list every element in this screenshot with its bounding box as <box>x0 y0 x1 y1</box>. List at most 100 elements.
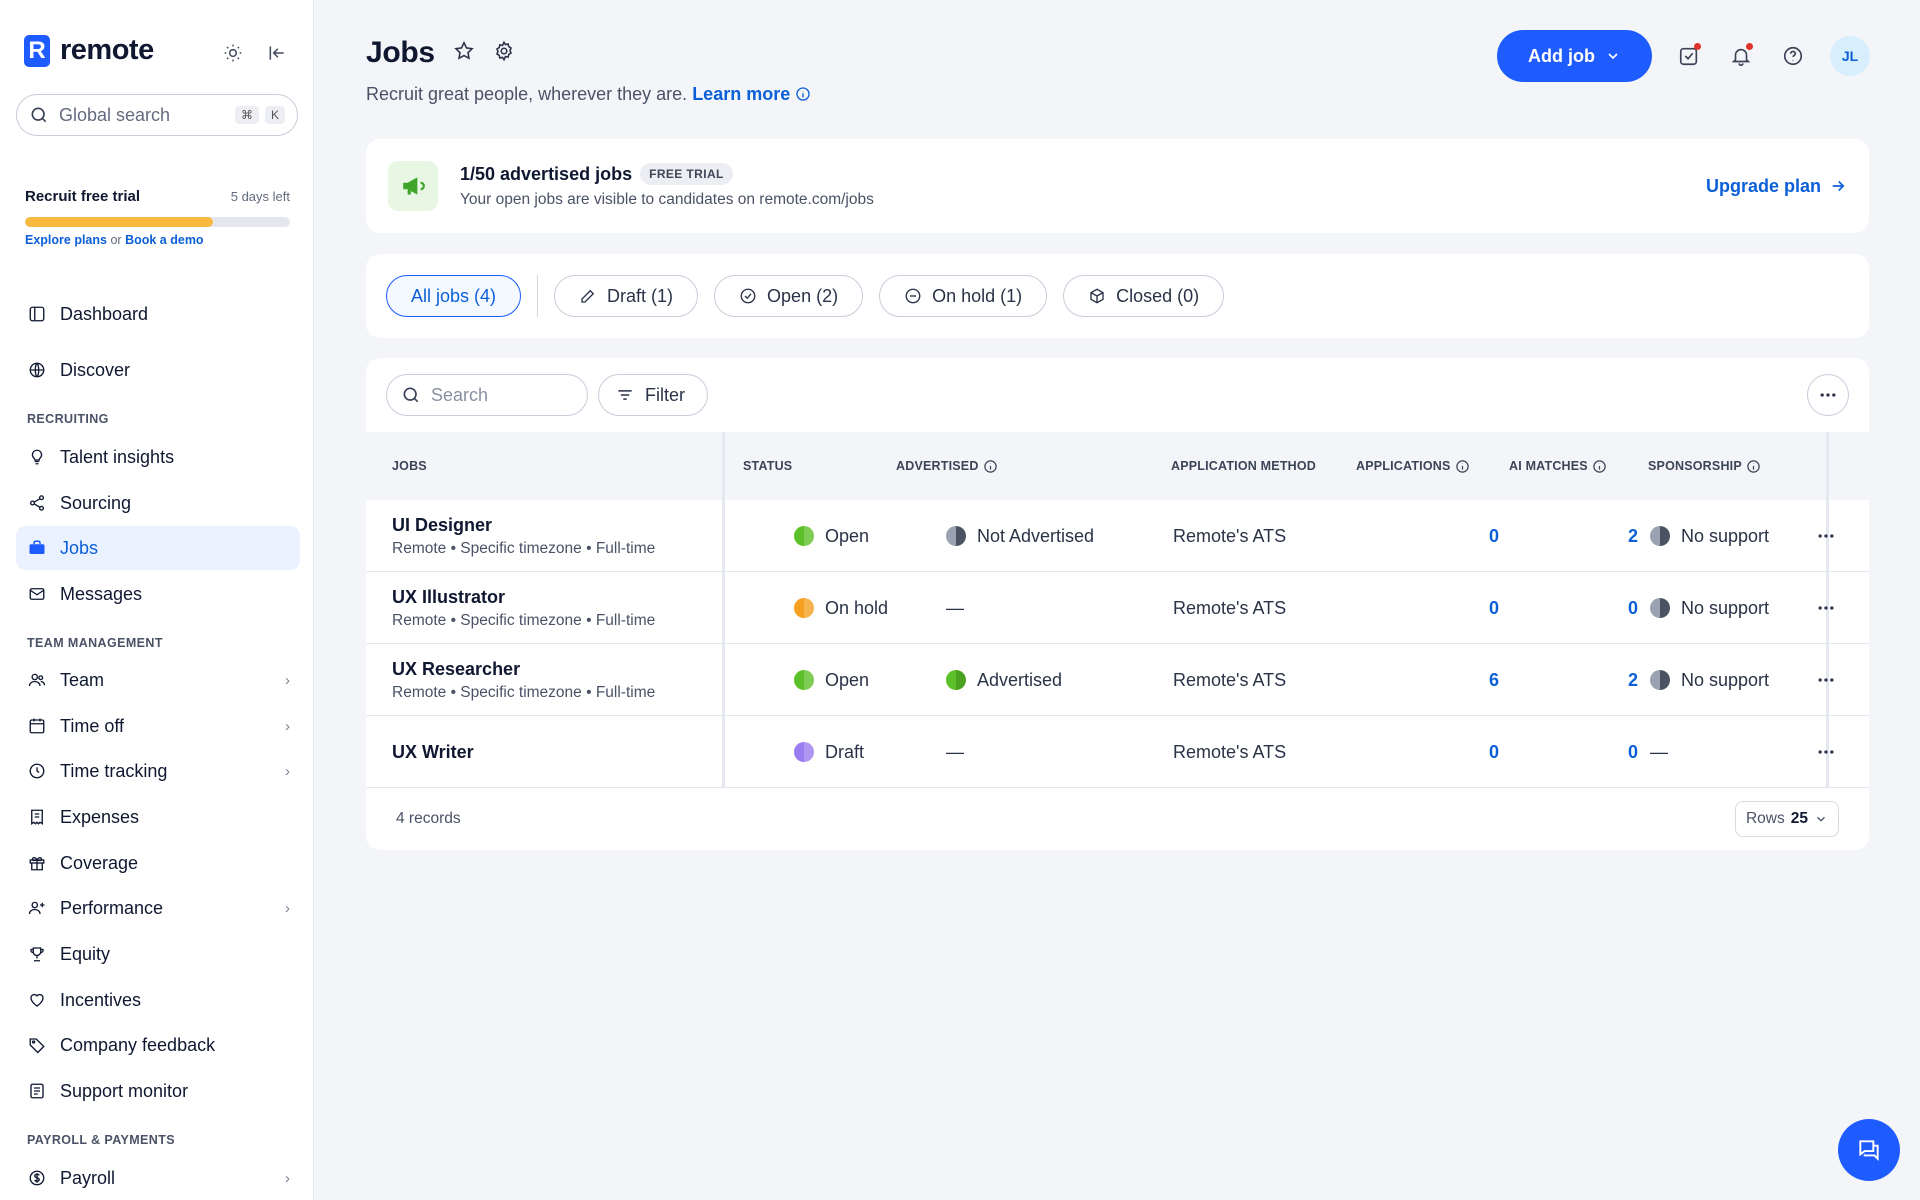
theme-toggle-button[interactable] <box>220 40 246 66</box>
table-row[interactable]: UX Writer Draft — Remote's ATS 0 0 — <box>366 716 1869 788</box>
sidebar-item-sourcing[interactable]: Sourcing <box>16 481 300 525</box>
sidebar-item-talent-insights[interactable]: Talent insights <box>16 435 300 479</box>
job-cell[interactable]: UX Researcher Remote • Specific timezone … <box>392 644 655 716</box>
book-demo-link[interactable]: Book a demo <box>125 233 204 247</box>
remote-logo-icon: R <box>24 34 50 67</box>
applications-link[interactable]: 6 <box>1366 644 1499 716</box>
ellipsis-icon <box>1818 750 1834 754</box>
applications-link[interactable]: 0 <box>1366 716 1499 788</box>
sidebar-item-dashboard[interactable]: Dashboard <box>16 292 300 336</box>
job-cell[interactable]: UX Writer <box>392 716 474 788</box>
status-label: Draft <box>825 741 865 762</box>
settings-button[interactable] <box>493 40 515 67</box>
filter-open[interactable]: Open (2) <box>714 275 864 317</box>
clock-icon <box>27 761 47 781</box>
ai-matches-link[interactable]: 0 <box>1506 716 1638 788</box>
column-application-method[interactable]: APPLICATION METHOD <box>1171 432 1316 500</box>
sidebar-item-company-feedback[interactable]: Company feedback <box>16 1023 300 1067</box>
avatar[interactable]: JL <box>1830 36 1870 76</box>
row-actions-button[interactable] <box>1802 716 1850 788</box>
advertised-cell: — <box>946 716 964 788</box>
filter-closed[interactable]: Closed (0) <box>1063 275 1225 317</box>
row-actions-button[interactable] <box>1802 500 1850 572</box>
application-method-label: Remote's ATS <box>1173 597 1287 618</box>
sidebar-item-messages[interactable]: Messages <box>16 572 300 616</box>
sidebar-item-performance[interactable]: Performance › <box>16 886 300 930</box>
users-icon <box>27 670 47 690</box>
job-cell[interactable]: UI Designer Remote • Specific timezone • … <box>392 500 655 572</box>
page-subtitle: Recruit great people, wherever they are.… <box>366 84 811 105</box>
table-row[interactable]: UI Designer Remote • Specific timezone • … <box>366 500 1869 572</box>
sidebar-item-incentives[interactable]: Incentives <box>16 978 300 1022</box>
sidebar-item-discover[interactable]: Discover <box>16 348 300 392</box>
advertised-cell: Advertised <box>946 644 1062 716</box>
column-applications[interactable]: APPLICATIONS <box>1356 432 1470 500</box>
rows-per-page-select[interactable]: Rows 25 <box>1734 801 1839 837</box>
collapse-sidebar-button[interactable] <box>264 40 290 66</box>
sidebar-item-jobs[interactable]: Jobs <box>16 526 300 570</box>
ai-matches-link[interactable]: 2 <box>1506 644 1638 716</box>
application-method-label: Remote's ATS <box>1173 741 1287 762</box>
tasks-button[interactable] <box>1674 41 1704 71</box>
job-cell[interactable]: UX Illustrator Remote • Specific timezone… <box>392 572 655 644</box>
sidebar-item-label: Sourcing <box>60 492 132 513</box>
upgrade-plan-link[interactable]: Upgrade plan <box>1706 176 1847 197</box>
table-more-button[interactable] <box>1807 374 1849 416</box>
sponsorship-cell: — <box>1650 716 1668 788</box>
chat-support-button[interactable] <box>1838 1119 1900 1181</box>
add-job-button[interactable]: Add job <box>1497 30 1652 82</box>
sidebar-item-coverage[interactable]: Coverage <box>16 841 300 885</box>
dashboard-icon <box>27 304 47 324</box>
applications-link[interactable]: 0 <box>1366 572 1499 644</box>
status-dot <box>794 742 814 762</box>
column-label: APPLICATION METHOD <box>1171 459 1317 473</box>
advertised-label: Not Advertised <box>977 525 1095 546</box>
application-method-cell: Remote's ATS <box>1173 500 1286 572</box>
sidebar-item-expenses[interactable]: Expenses <box>16 795 300 839</box>
notifications-button[interactable] <box>1726 41 1756 71</box>
sidebar-item-time-off[interactable]: Time off › <box>16 704 300 748</box>
sidebar-item-label: Equity <box>60 943 111 964</box>
ai-matches-link[interactable]: 0 <box>1506 572 1638 644</box>
page-title-row: Jobs <box>366 36 515 70</box>
row-actions-button[interactable] <box>1802 572 1850 644</box>
help-button[interactable] <box>1778 41 1808 71</box>
column-advertised[interactable]: ADVERTISED <box>896 432 998 500</box>
table-search-input[interactable]: Search <box>386 374 588 416</box>
sidebar-item-time-tracking[interactable]: Time tracking › <box>16 749 300 793</box>
column-sponsorship[interactable]: SPONSORSHIP <box>1648 432 1761 500</box>
sidebar-item-label: Dashboard <box>60 303 149 324</box>
table-row[interactable]: UX Researcher Remote • Specific timezone … <box>366 644 1869 716</box>
sidebar-item-support-monitor[interactable]: Support monitor <box>16 1069 300 1113</box>
chevron-right-icon: › <box>285 671 290 689</box>
table-row[interactable]: UX Illustrator Remote • Specific timezone… <box>366 572 1869 644</box>
brand-logo[interactable]: R remote <box>24 34 154 67</box>
sidebar-item-team[interactable]: Team › <box>16 658 300 702</box>
global-search-input[interactable]: Global search ⌘ K <box>16 94 298 136</box>
column-label: AI MATCHES <box>1509 459 1588 473</box>
section-team-management: TEAM MANAGEMENT <box>27 636 163 650</box>
advertised-jobs-subtitle: Your open jobs are visible to candidates… <box>460 191 874 208</box>
row-actions-button[interactable] <box>1802 644 1850 716</box>
sidebar-item-payroll[interactable]: Payroll › <box>16 1156 300 1200</box>
brand-name: remote <box>60 34 154 66</box>
filter-all-jobs[interactable]: All jobs (4) <box>386 275 522 317</box>
applications-link[interactable]: 0 <box>1366 500 1499 572</box>
sponsorship-label: No support <box>1681 669 1770 690</box>
filter-on-hold[interactable]: On hold (1) <box>879 275 1048 317</box>
sidebar-item-label: Discover <box>60 359 131 380</box>
filter-draft[interactable]: Draft (1) <box>554 275 699 317</box>
sidebar-item-label: Time tracking <box>60 760 168 781</box>
column-ai-matches[interactable]: AI MATCHES <box>1509 432 1607 500</box>
favorite-star-button[interactable] <box>453 40 475 67</box>
filter-button[interactable]: Filter <box>598 374 708 416</box>
learn-more-link[interactable]: Learn more <box>692 84 791 104</box>
column-status[interactable]: STATUS <box>743 432 792 500</box>
job-status-filters: All jobs (4) Draft (1) Open (2) On hold … <box>366 254 1869 338</box>
explore-plans-link[interactable]: Explore plans <box>25 233 107 247</box>
mail-icon <box>27 584 47 604</box>
column-jobs[interactable]: JOBS <box>392 432 427 500</box>
sidebar-item-equity[interactable]: Equity <box>16 932 300 976</box>
status-label: Open <box>825 525 870 546</box>
ai-matches-link[interactable]: 2 <box>1506 500 1638 572</box>
